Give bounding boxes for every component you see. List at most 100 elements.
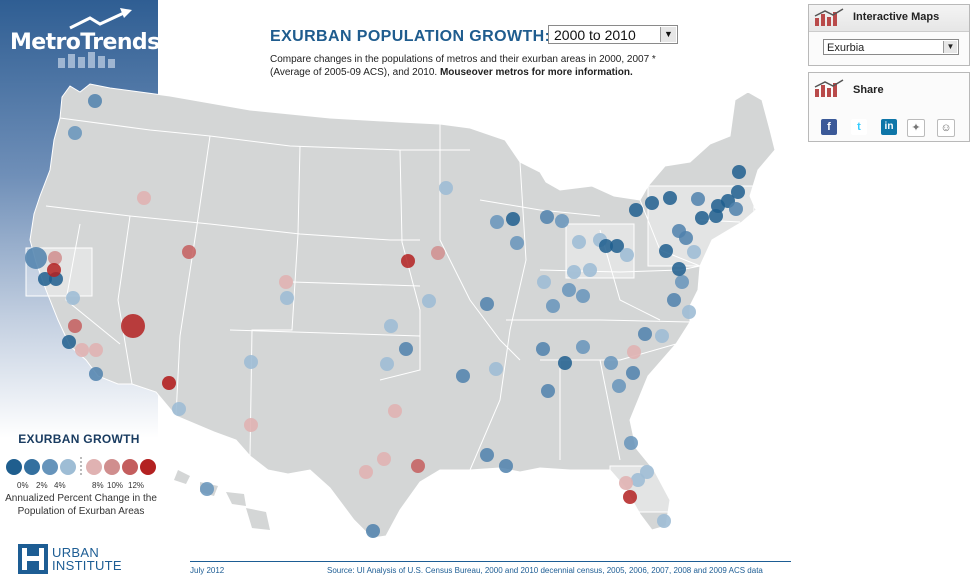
chevron-down-icon[interactable]: ▼	[660, 27, 676, 42]
metro-dot[interactable]	[619, 476, 633, 490]
metro-dot[interactable]	[431, 246, 445, 260]
metro-dot[interactable]	[638, 327, 652, 341]
metro-dot[interactable]	[25, 247, 47, 269]
florida-zoom-box[interactable]	[609, 465, 671, 513]
metro-dot[interactable]	[675, 275, 689, 289]
metro-dot[interactable]	[583, 263, 597, 277]
metro-dot[interactable]	[682, 305, 696, 319]
metro-dot[interactable]	[623, 490, 637, 504]
metro-dot[interactable]	[732, 165, 746, 179]
metro-dot[interactable]	[629, 203, 643, 217]
metro-dot[interactable]	[162, 376, 176, 390]
metro-dot[interactable]	[576, 340, 590, 354]
metro-dot[interactable]	[536, 342, 550, 356]
metro-dot[interactable]	[279, 275, 293, 289]
metro-dot[interactable]	[541, 384, 555, 398]
facebook-icon[interactable]: f	[821, 119, 837, 135]
metro-dot[interactable]	[562, 283, 576, 297]
metro-dot[interactable]	[480, 297, 494, 311]
metro-dot[interactable]	[38, 272, 52, 286]
metro-dot[interactable]	[667, 293, 681, 307]
metro-dot[interactable]	[48, 251, 62, 265]
metro-dot[interactable]	[200, 482, 214, 496]
metro-dot[interactable]	[555, 214, 569, 228]
year-range-select[interactable]: 2000 to 2010 ▼	[548, 25, 678, 44]
metro-dot[interactable]	[66, 291, 80, 305]
metro-dot[interactable]	[489, 362, 503, 376]
metro-dot[interactable]	[182, 245, 196, 259]
chevron-down-icon[interactable]: ▼	[943, 41, 957, 53]
interactive-maps-panel: Interactive Maps Exurbia ▼	[808, 4, 970, 66]
metro-dot[interactable]	[244, 418, 258, 432]
metro-dot[interactable]	[729, 202, 743, 216]
metro-dot[interactable]	[599, 239, 613, 253]
metro-dot[interactable]	[89, 343, 103, 357]
metro-dot[interactable]	[456, 369, 470, 383]
metro-dot[interactable]	[490, 215, 504, 229]
metro-dot[interactable]	[172, 402, 186, 416]
metro-dot[interactable]	[89, 367, 103, 381]
metrotrends-logo[interactable]: MetroTrends	[8, 8, 160, 68]
myspace-icon[interactable]: ✦	[907, 119, 925, 137]
trend-chart-icon	[814, 79, 844, 97]
metro-dot[interactable]	[626, 366, 640, 380]
metro-dot[interactable]	[68, 319, 82, 333]
metro-dot[interactable]	[540, 210, 554, 224]
metro-dot[interactable]	[411, 459, 425, 473]
metro-dot[interactable]	[47, 263, 61, 277]
metro-dot[interactable]	[679, 231, 693, 245]
metro-dot[interactable]	[499, 459, 513, 473]
metro-dot[interactable]	[691, 192, 705, 206]
interactive-map-select[interactable]: Exurbia ▼	[823, 39, 959, 55]
metro-dot[interactable]	[663, 191, 677, 205]
metro-dot[interactable]	[657, 514, 671, 528]
metro-dot[interactable]	[480, 448, 494, 462]
metro-dot[interactable]	[380, 357, 394, 371]
interactive-map-value: Exurbia	[827, 42, 865, 54]
metro-dot[interactable]	[75, 343, 89, 357]
metro-dot[interactable]	[546, 299, 560, 313]
metro-dot[interactable]	[731, 185, 745, 199]
metro-dot[interactable]	[558, 356, 572, 370]
metro-dot[interactable]	[687, 245, 701, 259]
metro-dot[interactable]	[439, 181, 453, 195]
metro-dot[interactable]	[422, 294, 436, 308]
metro-dot[interactable]	[620, 248, 634, 262]
metro-dot[interactable]	[576, 289, 590, 303]
metro-dot[interactable]	[604, 356, 618, 370]
metro-dot[interactable]	[572, 235, 586, 249]
metro-dot[interactable]	[244, 355, 258, 369]
twitter-icon[interactable]: t	[851, 119, 867, 135]
metro-dots[interactable]	[25, 94, 746, 538]
metro-dot[interactable]	[567, 265, 581, 279]
metro-dot[interactable]	[537, 275, 551, 289]
metro-dot[interactable]	[366, 524, 380, 538]
metro-dot[interactable]	[631, 473, 645, 487]
linkedin-icon[interactable]: in	[881, 119, 897, 135]
metro-dot[interactable]	[624, 436, 638, 450]
metro-dot[interactable]	[510, 236, 524, 250]
metro-dot[interactable]	[506, 212, 520, 226]
metro-dot[interactable]	[384, 319, 398, 333]
metro-dot[interactable]	[401, 254, 415, 268]
metro-dot[interactable]	[399, 342, 413, 356]
metro-dot[interactable]	[612, 379, 626, 393]
reddit-icon[interactable]: ☺	[937, 119, 955, 137]
metro-dot[interactable]	[121, 314, 145, 338]
metro-dot[interactable]	[137, 191, 151, 205]
metro-dot[interactable]	[280, 291, 294, 305]
metro-dot[interactable]	[695, 211, 709, 225]
metro-dot[interactable]	[640, 465, 654, 479]
metro-dot[interactable]	[377, 452, 391, 466]
metro-dot[interactable]	[645, 196, 659, 210]
metro-dot[interactable]	[659, 244, 673, 258]
metro-dot[interactable]	[388, 404, 402, 418]
metro-dot[interactable]	[610, 239, 624, 253]
metro-dot[interactable]	[88, 94, 102, 108]
metro-dot[interactable]	[627, 345, 641, 359]
metro-dot[interactable]	[359, 465, 373, 479]
metro-dot[interactable]	[672, 262, 686, 276]
metro-dot[interactable]	[62, 335, 76, 349]
metro-dot[interactable]	[68, 126, 82, 140]
metro-dot[interactable]	[655, 329, 669, 343]
